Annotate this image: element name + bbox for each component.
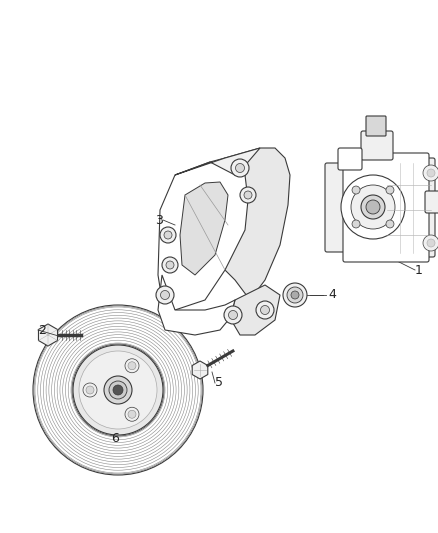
Circle shape: [366, 200, 380, 214]
Polygon shape: [175, 148, 260, 175]
Polygon shape: [158, 158, 248, 310]
Polygon shape: [192, 361, 208, 379]
Circle shape: [224, 306, 242, 324]
Circle shape: [291, 291, 299, 299]
Circle shape: [83, 383, 97, 397]
Circle shape: [33, 305, 203, 475]
Circle shape: [244, 191, 252, 199]
Text: 3: 3: [155, 214, 163, 227]
Circle shape: [128, 410, 136, 418]
Circle shape: [423, 235, 438, 251]
Circle shape: [423, 165, 438, 181]
Circle shape: [352, 220, 360, 228]
Circle shape: [361, 195, 385, 219]
FancyBboxPatch shape: [325, 163, 351, 252]
Text: 5: 5: [215, 376, 223, 390]
Circle shape: [231, 159, 249, 177]
Text: 1: 1: [415, 263, 423, 277]
Polygon shape: [180, 182, 228, 275]
Circle shape: [162, 257, 178, 273]
Circle shape: [261, 305, 269, 314]
Circle shape: [427, 169, 435, 177]
Circle shape: [283, 283, 307, 307]
Circle shape: [109, 381, 127, 399]
Circle shape: [352, 186, 360, 194]
Circle shape: [79, 351, 157, 429]
FancyBboxPatch shape: [361, 131, 393, 160]
Circle shape: [125, 359, 139, 373]
Circle shape: [166, 261, 174, 269]
Circle shape: [287, 287, 303, 303]
Polygon shape: [225, 148, 290, 300]
Circle shape: [73, 345, 163, 435]
Polygon shape: [39, 324, 57, 346]
FancyBboxPatch shape: [366, 116, 386, 136]
Circle shape: [427, 239, 435, 247]
Circle shape: [386, 186, 394, 194]
Circle shape: [240, 187, 256, 203]
Polygon shape: [230, 285, 280, 335]
Text: 4: 4: [328, 288, 336, 302]
FancyBboxPatch shape: [343, 153, 429, 262]
Circle shape: [86, 386, 94, 394]
Text: 6: 6: [111, 432, 119, 445]
Circle shape: [351, 185, 395, 229]
Circle shape: [156, 286, 174, 304]
Circle shape: [113, 385, 123, 395]
Polygon shape: [158, 275, 235, 335]
Circle shape: [236, 164, 244, 173]
Circle shape: [160, 290, 170, 300]
FancyBboxPatch shape: [383, 158, 435, 257]
Circle shape: [341, 175, 405, 239]
FancyBboxPatch shape: [338, 148, 362, 170]
Circle shape: [128, 362, 136, 370]
Circle shape: [229, 311, 237, 319]
Circle shape: [104, 376, 132, 404]
Circle shape: [160, 227, 176, 243]
Circle shape: [386, 220, 394, 228]
Circle shape: [164, 231, 172, 239]
Text: 2: 2: [38, 324, 46, 336]
Circle shape: [125, 407, 139, 421]
Circle shape: [256, 301, 274, 319]
FancyBboxPatch shape: [425, 191, 438, 213]
